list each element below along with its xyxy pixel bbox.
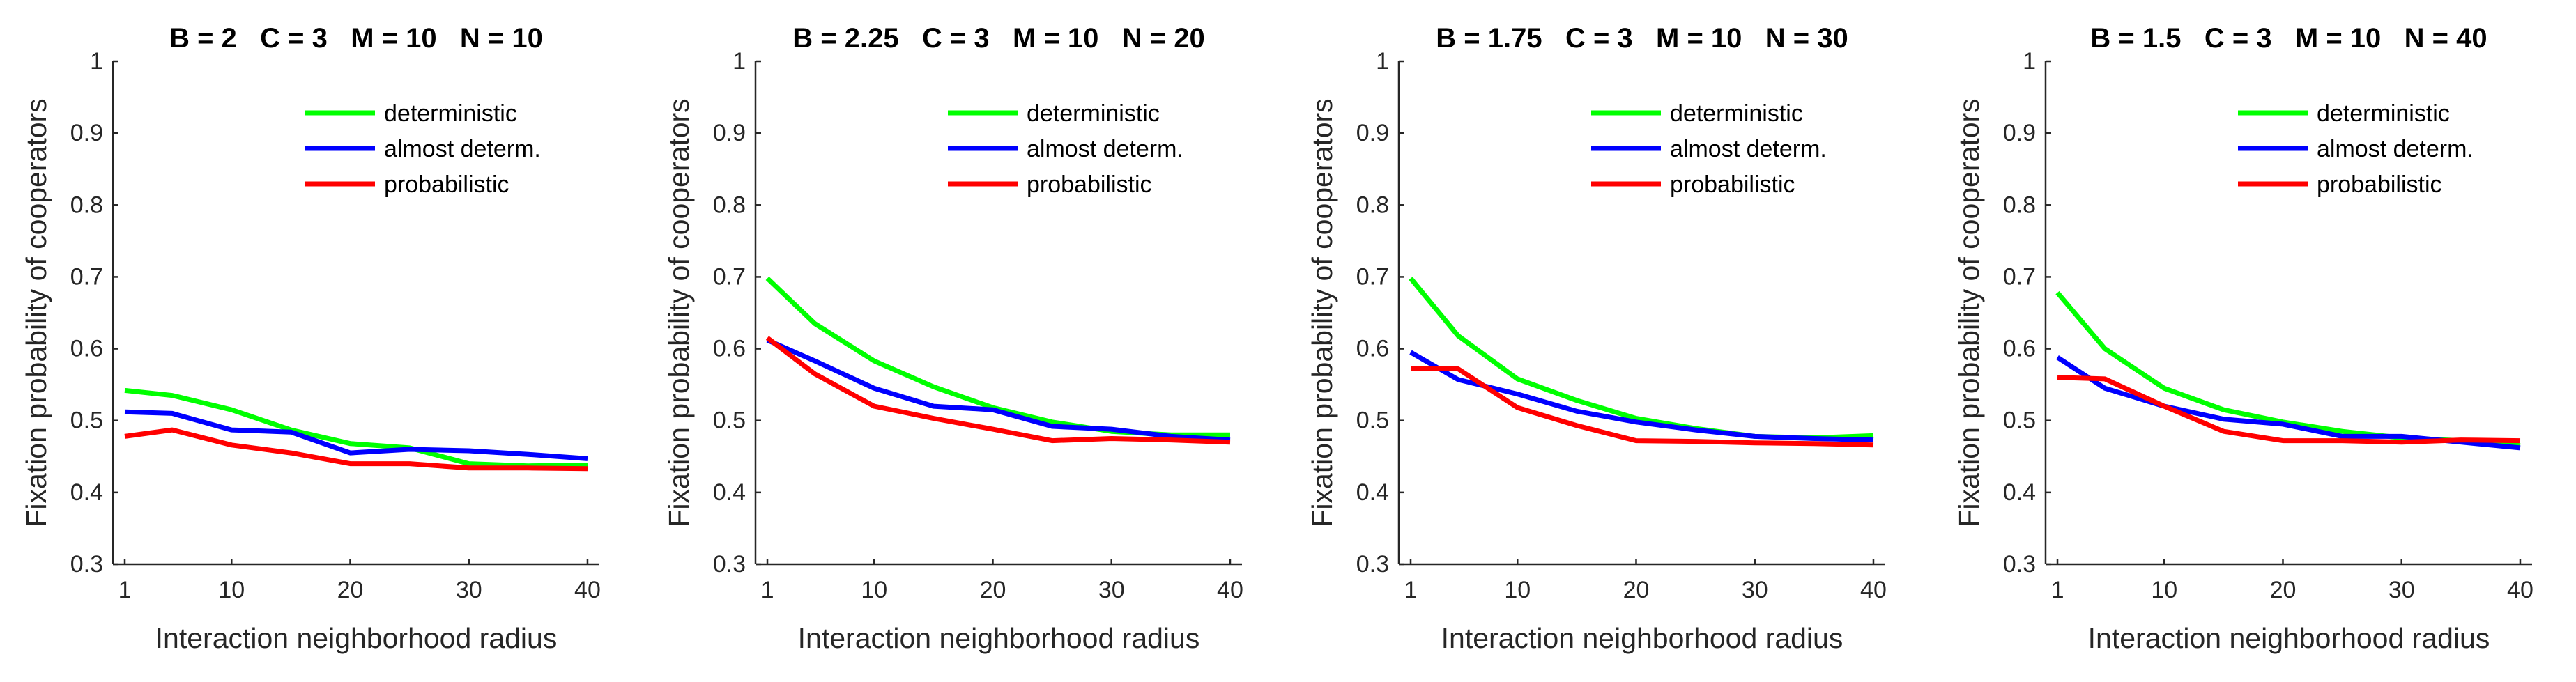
chart-panel-3: 0.3 0.4 0.5 0.6 0.7 0.8 0.9 1 1 10 20 30 40 B = 1.75 …	[1306, 23, 1887, 654]
x-tick-label: 30	[2389, 577, 2415, 603]
y-tick-label: 0.8	[70, 192, 103, 218]
series-line-1	[2055, 290, 2521, 449]
legend-label: deterministic	[384, 100, 517, 127]
y-axis-label: Fixation probability of cooperators	[20, 98, 52, 527]
chart-title: B = 2 C = 3 M = 10 N = 10	[169, 23, 543, 54]
y-axis-label: Fixation probability of cooperators	[1953, 98, 1985, 527]
y-tick-label: 0.8	[1356, 192, 1389, 218]
y-tick-label: 0.7	[713, 263, 746, 290]
series-line-3	[124, 427, 588, 472]
legend-label: probabilistic	[1670, 171, 1795, 198]
x-tick-label: 40	[1860, 577, 1887, 603]
series-line-1	[1409, 277, 1874, 440]
y-tick-label: 0.4	[70, 479, 103, 506]
y-tick-label: 0.7	[1356, 263, 1389, 290]
series-line-3	[765, 336, 1231, 445]
y-tick-label: 0.6	[2003, 336, 2036, 362]
legend-label: almost determ.	[1670, 136, 1827, 162]
x-tick-label: 40	[2507, 577, 2533, 603]
legend-label: deterministic	[2317, 100, 2450, 127]
legend-label: almost determ.	[2317, 136, 2474, 162]
x-tick-label: 10	[218, 577, 245, 603]
y-tick-label: 0.9	[713, 120, 746, 146]
series-line-3	[2057, 375, 2521, 445]
x-tick-label: 30	[1098, 577, 1125, 603]
x-tick-label: 20	[2270, 577, 2297, 603]
y-tick-label: 1	[90, 48, 103, 75]
legend-label: deterministic	[1670, 100, 1803, 127]
x-tick-label: 20	[980, 577, 1006, 603]
y-tick-label: 0.6	[1356, 336, 1389, 362]
legend: deterministic almost determ. probabilistic	[948, 100, 1183, 198]
x-tick-label: 1	[1404, 577, 1418, 603]
legend: deterministic almost determ. probabilistic	[2238, 100, 2474, 198]
series-line-2	[124, 409, 588, 461]
y-axis-label: Fixation probability of cooperators	[663, 98, 695, 527]
y-tick-label: 0.9	[2003, 120, 2036, 146]
y-tick-label: 0.7	[70, 263, 103, 290]
x-axis-label: Interaction neighborhood radius	[798, 622, 1200, 654]
chart-title: B = 2.25 C = 3 M = 10 N = 20	[792, 23, 1204, 54]
x-tick-label: 40	[1217, 577, 1243, 603]
legend-label: probabilistic	[2317, 171, 2442, 198]
series-line-1	[124, 387, 588, 469]
y-tick-label: 1	[733, 48, 746, 75]
x-tick-label: 10	[2151, 577, 2177, 603]
y-tick-label: 0.6	[70, 336, 103, 362]
y-axis-label: Fixation probability of cooperators	[1306, 98, 1338, 527]
x-tick-label: 1	[2051, 577, 2064, 603]
y-tick-label: 0.3	[2003, 551, 2036, 578]
chart-panel-1: 0.3 0.4 0.5 0.6 0.7 0.8 0.9 1 1 10 20 30 40 B = 2 C =…	[20, 23, 601, 654]
y-tick-label: 0.3	[713, 551, 746, 578]
series-line-3	[1411, 366, 1874, 448]
x-tick-label: 20	[1623, 577, 1650, 603]
legend-label: probabilistic	[384, 171, 509, 198]
series-line-2	[1409, 350, 1874, 443]
y-tick-label: 0.9	[70, 120, 103, 146]
x-tick-label: 10	[1504, 577, 1531, 603]
x-tick-label: 40	[574, 577, 601, 603]
y-tick-label: 0.3	[70, 551, 103, 578]
y-tick-label: 0.4	[2003, 479, 2036, 506]
y-tick-label: 0.9	[1356, 120, 1389, 146]
y-tick-label: 0.7	[2003, 263, 2036, 290]
y-tick-label: 0.4	[1356, 479, 1389, 506]
x-tick-label: 1	[761, 577, 774, 603]
y-tick-label: 0.8	[713, 192, 746, 218]
chart-title: B = 1.75 C = 3 M = 10 N = 30	[1436, 23, 1848, 54]
legend-label: deterministic	[1027, 100, 1160, 127]
x-tick-label: 10	[861, 577, 887, 603]
series-line-2	[766, 337, 1231, 443]
legend: deterministic almost determ. probabilistic	[305, 100, 541, 198]
chart-title: B = 1.5 C = 3 M = 10 N = 40	[2090, 23, 2487, 54]
x-axis-label: Interaction neighborhood radius	[155, 622, 558, 654]
legend-label: almost determ.	[1027, 136, 1183, 162]
y-tick-label: 0.6	[713, 336, 746, 362]
y-tick-label: 0.8	[2003, 192, 2036, 218]
x-axis-label: Interaction neighborhood radius	[1441, 622, 1843, 654]
y-tick-label: 1	[2023, 48, 2036, 75]
y-tick-label: 0.5	[1356, 408, 1389, 434]
y-tick-label: 0.5	[70, 408, 103, 434]
y-tick-label: 1	[1376, 48, 1389, 75]
y-tick-label: 0.3	[1356, 551, 1389, 578]
series-line-2	[2056, 355, 2521, 451]
y-tick-label: 0.4	[713, 479, 746, 506]
x-tick-label: 20	[337, 577, 364, 603]
y-tick-label: 0.5	[2003, 408, 2036, 434]
x-axis-label: Interaction neighborhood radius	[2088, 622, 2490, 654]
legend: deterministic almost determ. probabilistic	[1591, 100, 1827, 198]
x-tick-label: 30	[456, 577, 482, 603]
legend-label: probabilistic	[1027, 171, 1152, 198]
legend-label: almost determ.	[384, 136, 541, 162]
x-tick-label: 30	[1742, 577, 1768, 603]
y-tick-label: 0.5	[713, 408, 746, 434]
x-tick-label: 1	[118, 577, 132, 603]
chart-panel-2: 0.3 0.4 0.5 0.6 0.7 0.8 0.9 1 1 10 20 30 40 B = 2.25 …	[663, 23, 1243, 654]
chart-panel-4: 0.3 0.4 0.5 0.6 0.7 0.8 0.9 1 1 10 20 30 40 B = 1.5 C…	[1953, 23, 2533, 654]
